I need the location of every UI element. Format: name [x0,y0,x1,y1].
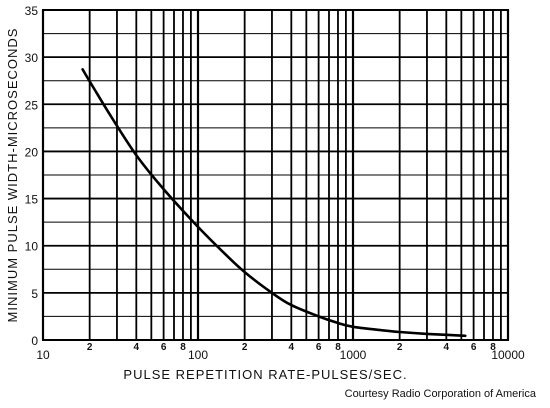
x-tick-label: 8 [335,342,341,353]
x-tick-label: 4 [134,342,140,353]
x-tick-label: 6 [316,342,322,353]
x-tick-label: 2 [87,342,93,353]
y-tick-labels: 0 5 10 15 20 25 30 35 [25,4,39,348]
y-tick-label: 15 [25,193,39,207]
x-tick-label: 8 [490,342,496,353]
y-tick-label: 5 [31,287,38,301]
x-tick-label: 4 [289,342,295,353]
x-tick-label: 10 [36,348,50,362]
x-tick-label: 6 [161,342,167,353]
x-axis-title: PULSE REPETITION RATE-PULSES/SEC. [123,367,407,382]
x-tick-label: 6 [471,342,477,353]
series-group [81,68,467,338]
plot-frame [42,9,509,341]
x-tick-label: 1000 [340,348,367,362]
x-tick-label: 2 [242,342,248,353]
axes [42,9,509,341]
y-tick-label: 10 [25,240,39,254]
x-tick-label: 100 [188,348,208,362]
series-line [81,68,467,338]
x-tick-label: 10000 [491,348,525,362]
y-axis-title: MINIMUM PULSE WIDTH-MICROSECONDS [5,28,20,323]
x-tick-label: 4 [444,342,450,353]
x-tick-label: 8 [180,342,186,353]
y-tick-label: 30 [25,51,39,65]
y-tick-label: 0 [31,334,38,348]
y-tick-label: 35 [25,4,39,18]
y-tick-label: 20 [25,145,39,159]
credit-line: Courtesy Radio Corporation of America [344,388,536,400]
grid [41,9,510,341]
y-tick-label: 25 [25,98,39,112]
x-tick-label: 2 [397,342,403,353]
